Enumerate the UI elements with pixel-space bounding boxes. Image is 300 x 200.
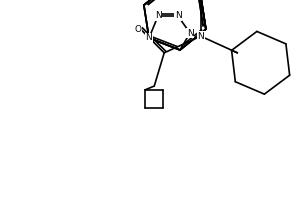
Text: N: N xyxy=(146,33,152,43)
Text: N: N xyxy=(197,32,204,41)
Text: N: N xyxy=(175,11,182,21)
Text: N: N xyxy=(154,11,161,21)
Text: N: N xyxy=(187,28,194,38)
Text: O: O xyxy=(134,25,141,34)
